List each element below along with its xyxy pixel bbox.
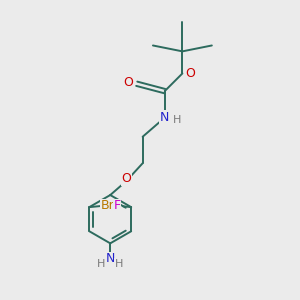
Text: N: N [106,252,115,266]
Text: H: H [97,259,106,269]
Text: O: O [122,172,131,185]
Text: N: N [160,111,169,124]
Text: O: O [124,76,134,89]
Text: H: H [115,259,123,269]
Text: F: F [113,199,121,212]
Text: H: H [173,115,181,125]
Text: Br: Br [101,199,115,212]
Text: O: O [186,67,196,80]
